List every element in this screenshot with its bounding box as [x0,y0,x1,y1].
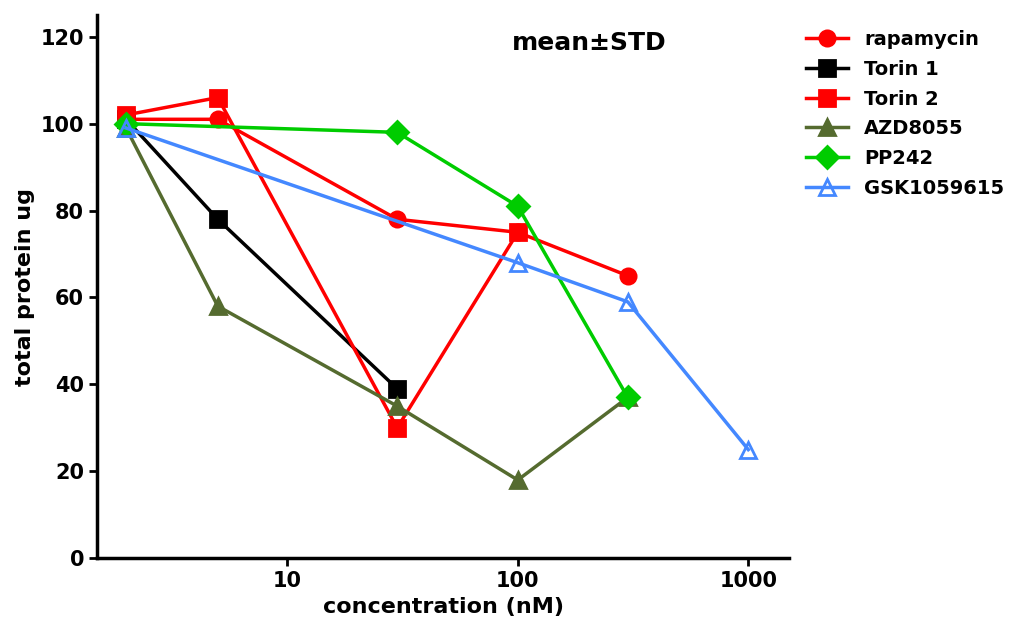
Line: PP242: PP242 [118,116,635,405]
Torin 2 [120,111,132,119]
Y-axis label: total protein ug: total protein ug [15,188,35,386]
PP242 [390,128,403,136]
PP242 [120,120,132,128]
rapamycin [390,216,403,223]
Torin 2 [390,424,403,432]
PP242 [621,394,633,401]
Line: Torin 2: Torin 2 [118,90,525,435]
Legend: rapamycin, Torin 1, Torin 2, AZD8055, PP242, GSK1059615: rapamycin, Torin 1, Torin 2, AZD8055, PP… [805,30,1003,198]
rapamycin [512,229,524,236]
rapamycin [621,272,633,279]
Line: Torin 1: Torin 1 [118,112,405,396]
Torin 2 [212,94,224,101]
Torin 1 [120,116,132,123]
GSK1059615 [621,298,633,306]
Line: GSK1059615: GSK1059615 [118,120,755,457]
AZD8055 [512,477,524,484]
AZD8055 [390,403,403,410]
rapamycin [212,116,224,123]
Torin 1 [390,385,403,392]
Torin 1 [212,216,224,223]
PP242 [512,202,524,210]
GSK1059615 [742,446,754,453]
Torin 2 [512,229,524,236]
Line: AZD8055: AZD8055 [118,120,635,488]
Text: mean±STD: mean±STD [512,32,666,55]
X-axis label: concentration (nM): concentration (nM) [322,597,564,617]
Line: rapamycin: rapamycin [118,112,635,283]
rapamycin [120,116,132,123]
AZD8055 [120,125,132,132]
AZD8055 [621,394,633,401]
AZD8055 [212,302,224,310]
GSK1059615 [120,125,132,132]
GSK1059615 [512,259,524,267]
